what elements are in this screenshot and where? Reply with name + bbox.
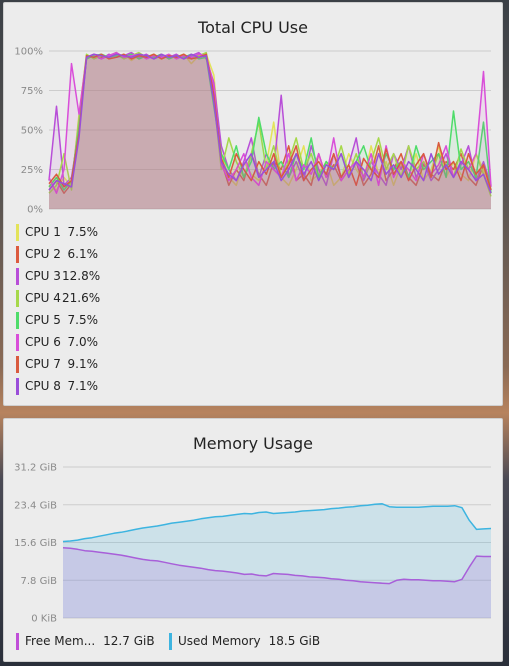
legend-color-swatch [16, 311, 19, 329]
cpu-legend-value: 12.8% [62, 269, 101, 283]
legend-color-swatch [16, 333, 19, 351]
memory-usage-panel: Memory Usage 31.2 GiB 23.4 GiB 15.6 GiB 7.8… [3, 418, 503, 662]
cpu-legend-name: CPU 3 [25, 269, 61, 283]
memory-legend-value: 18.5 GiB [268, 634, 321, 648]
memory-usage-chart: 31.2 GiB 23.4 GiB 15.6 GiB 7.8 GiB 0 KiB [14, 463, 492, 625]
cpu-legend-item: CPU 8 7.1% [16, 377, 98, 395]
cpu-legend-name: CPU 8 [25, 379, 61, 393]
cpu-legend-name: CPU 4 [25, 291, 61, 305]
legend-color-swatch [16, 223, 19, 241]
memory-legend-item: Used Memory 18.5 GiB [169, 632, 320, 650]
cpu-legend-value: 7.1% [67, 379, 99, 393]
series-area-8 [49, 54, 491, 210]
series-line-2 [62, 503, 492, 543]
legend-color-swatch [16, 355, 19, 373]
cpu-legend-name: CPU 1 [25, 225, 61, 239]
y-tick-label: 75% [21, 86, 43, 97]
series-area-1 [63, 547, 491, 618]
y-tick-label: 23.4 GiB [14, 500, 57, 511]
legend-color-swatch [16, 632, 19, 650]
y-tick-label: 15.6 GiB [14, 538, 57, 549]
cpu-legend-name: CPU 5 [25, 313, 61, 327]
series-area-2 [63, 503, 491, 618]
legend-color-swatch [16, 245, 19, 263]
cpu-legend-item: CPU 5 7.5% [16, 311, 98, 329]
series-line-4 [48, 51, 492, 197]
cpu-legend-name: CPU 6 [25, 335, 61, 349]
series-area-1 [49, 54, 491, 210]
cpu-legend-item: CPU 6 7.0% [16, 333, 98, 351]
cpu-legend-value: 7.0% [67, 335, 99, 349]
legend-color-swatch [16, 377, 19, 395]
y-tick-label: 100% [14, 47, 43, 58]
series-area-3 [49, 52, 491, 209]
cpu-legend-value: 9.1% [67, 357, 99, 371]
cpu-legend-name: CPU 2 [25, 247, 61, 261]
series-line-8 [48, 53, 492, 194]
memory-legend-name: Free Mem... [25, 634, 96, 648]
memory-legend-item: Free Mem... 12.7 GiB [16, 632, 155, 650]
series-area-5 [49, 54, 491, 210]
series-line-1 [62, 547, 491, 585]
y-tick-label: 31.2 GiB [14, 463, 57, 474]
y-tick-label: 50% [21, 126, 43, 137]
memory-legend-name: Used Memory [178, 634, 261, 648]
cpu-usage-panel: Total CPU Use 100% 75% 50% 25% 0% CPU 1 7.5% C… [3, 2, 503, 406]
legend-color-swatch [16, 289, 19, 307]
cpu-legend-value: 7.5% [67, 225, 99, 239]
y-tick-label: 0% [27, 205, 43, 216]
y-tick-label: 25% [21, 165, 43, 176]
cpu-panel-title: Total CPU Use [198, 18, 308, 37]
cpu-legend-value: 7.5% [67, 313, 99, 327]
legend-color-swatch [169, 632, 172, 650]
cpu-legend-item: CPU 2 6.1% [16, 245, 98, 263]
legend-color-swatch [16, 267, 19, 285]
memory-legend-value: 12.7 GiB [103, 634, 155, 648]
series-area-6 [49, 52, 491, 209]
memory-panel-title: Memory Usage [192, 434, 313, 453]
y-tick-label: 7.8 GiB [21, 576, 58, 587]
cpu-legend-name: CPU 7 [25, 357, 61, 371]
cpu-legend-value: 21.6% [62, 291, 101, 305]
cpu-legend-item: CPU 4 21.6% [16, 289, 101, 307]
y-tick-label: 0 KiB [31, 614, 57, 625]
cpu-legend-item: CPU 7 9.1% [16, 355, 98, 373]
cpu-legend-item: CPU 1 7.5% [16, 223, 98, 241]
cpu-usage-chart: 100% 75% 50% 25% 0% [14, 47, 492, 216]
cpu-legend-value: 6.1% [67, 247, 99, 261]
cpu-legend-item: CPU 3 12.8% [16, 267, 101, 285]
